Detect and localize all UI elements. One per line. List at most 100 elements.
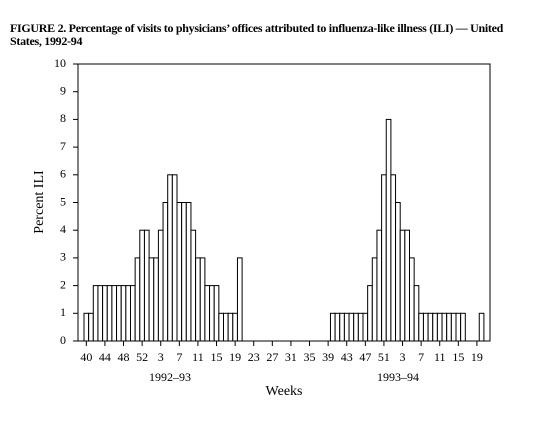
x-tick-label: 51 (378, 350, 390, 364)
bar (390, 174, 397, 342)
bar (441, 312, 448, 342)
x-tick-label: 35 (304, 350, 316, 364)
bar (176, 202, 183, 342)
bar (362, 312, 369, 342)
bar (395, 202, 401, 342)
bar (409, 257, 415, 342)
bar (348, 312, 355, 342)
y-tick-label: 1 (60, 305, 66, 319)
bar (450, 312, 457, 342)
bar (455, 312, 462, 342)
y-tick-label: 0 (60, 333, 66, 347)
x-axis-label: Weeks (266, 384, 303, 399)
bar (185, 202, 192, 342)
bar (460, 312, 466, 342)
bar (376, 229, 383, 342)
bar (227, 312, 234, 342)
x-tick-label: 47 (359, 350, 371, 364)
y-axis-label: Percent ILI (32, 170, 47, 234)
bar (371, 257, 378, 342)
bar (120, 285, 127, 342)
bar (162, 202, 169, 342)
bar (171, 174, 178, 342)
bar (125, 285, 131, 342)
bar (134, 257, 141, 342)
bar (167, 174, 173, 342)
bar (413, 285, 420, 342)
bar (148, 257, 155, 342)
bar (432, 312, 438, 342)
bar (339, 312, 345, 342)
x-tick-label: 19 (471, 350, 483, 364)
y-tick-label: 5 (60, 194, 66, 208)
bar (427, 312, 434, 342)
bar (209, 285, 215, 342)
bar (399, 229, 406, 342)
x-tick-label: 27 (266, 350, 278, 364)
bar (83, 312, 90, 342)
bar (116, 285, 122, 342)
y-tick-label: 9 (60, 83, 66, 97)
bar (88, 312, 94, 342)
bar (130, 285, 136, 342)
x-tick-label: 7 (176, 350, 182, 364)
bar (446, 312, 452, 342)
x-tick-label: 3 (158, 350, 164, 364)
bar (381, 174, 387, 342)
bar (106, 285, 113, 342)
x-tick-label: 11 (434, 350, 446, 364)
bar (199, 257, 206, 342)
bar (418, 312, 424, 342)
bar (232, 312, 238, 342)
y-tick-label: 2 (60, 277, 66, 291)
x-tick-label: 31 (285, 350, 297, 364)
bar (97, 285, 104, 342)
y-tick-label: 10 (54, 56, 66, 70)
x-tick-label: 52 (136, 350, 148, 364)
bar (181, 202, 187, 342)
bar (357, 312, 364, 342)
x-tick-label: 23 (248, 350, 260, 364)
x-tick-label: 43 (341, 350, 353, 364)
x-tick-label: 40 (80, 350, 92, 364)
bar (367, 285, 373, 342)
bar (143, 229, 150, 342)
bar (92, 285, 99, 342)
x-tick-label: 39 (322, 350, 334, 364)
y-tick-label: 4 (60, 222, 66, 236)
x-tick-label: 19 (229, 350, 241, 364)
bar (334, 312, 341, 342)
bar (213, 285, 220, 342)
x-tick-label: 15 (452, 350, 464, 364)
y-tick-label: 7 (60, 139, 66, 153)
bar (190, 229, 197, 342)
bar (218, 312, 225, 342)
bar (195, 257, 201, 342)
bar (102, 285, 108, 342)
bar (385, 118, 392, 342)
chart-title: FIGURE 2. Percentage of visits to physic… (10, 21, 504, 48)
x-tick-label: 11 (192, 350, 204, 364)
x-tick-label: 44 (99, 350, 111, 364)
x-tick-label: 48 (118, 350, 130, 364)
season-label: 1992–93 (149, 370, 191, 384)
bar (223, 312, 229, 342)
x-tick-label: 7 (418, 350, 424, 364)
bar (422, 312, 429, 342)
bar (329, 312, 336, 342)
season-label: 1993–94 (377, 370, 419, 384)
bar (404, 229, 411, 342)
x-tick-label: 15 (211, 350, 223, 364)
bar (343, 312, 350, 342)
bar (139, 229, 145, 342)
y-tick-label: 6 (60, 167, 66, 181)
bar (157, 229, 164, 342)
y-tick-label: 3 (60, 250, 66, 264)
bar (436, 312, 443, 342)
bar (111, 285, 118, 342)
bar (353, 312, 359, 342)
bar (153, 257, 159, 342)
bar (478, 312, 485, 342)
